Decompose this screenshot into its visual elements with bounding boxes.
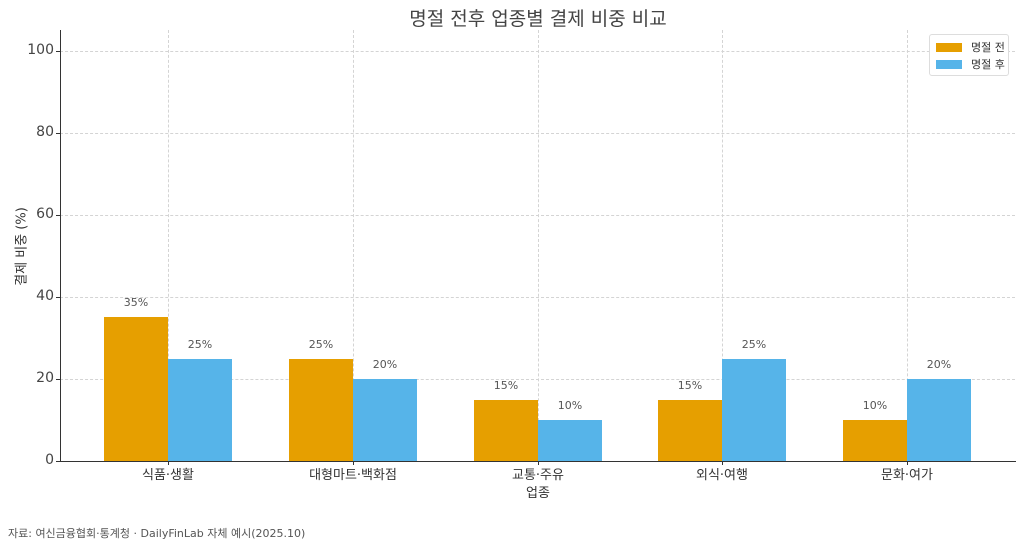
y-axis-line [60, 30, 61, 462]
bar-value-label: 20% [926, 358, 952, 371]
bar-after [538, 420, 602, 461]
chart-title: 명절 전후 업종별 결제 비중 비교 [409, 8, 667, 30]
bar-before [474, 400, 538, 461]
bar-before [289, 359, 353, 461]
v-gridline [353, 30, 354, 461]
bar-value-label: 15% [677, 379, 703, 392]
bar-value-label: 10% [557, 399, 583, 412]
bar-value-label: 25% [308, 338, 334, 351]
legend: 명절 전 명절 후 [929, 34, 1009, 76]
y-tick-mark [56, 133, 60, 134]
legend-item-before: 명절 전 [936, 40, 1005, 54]
legend-item-after: 명절 후 [936, 57, 1005, 71]
bar-value-label: 25% [187, 338, 213, 351]
x-axis-label: 업종 [526, 486, 550, 501]
y-tick-label: 60 [36, 206, 54, 222]
x-tick-mark [353, 461, 354, 465]
bar-value-label: 10% [862, 399, 888, 412]
x-tick-mark [538, 461, 539, 465]
v-gridline [907, 30, 908, 461]
bar-after [722, 359, 786, 461]
y-tick-mark [56, 215, 60, 216]
y-tick-label: 80 [36, 124, 54, 140]
x-tick-label: 식품·생활 [142, 468, 194, 483]
x-tick-label: 대형마트·백화점 [309, 468, 397, 483]
bar-value-label: 25% [741, 338, 767, 351]
bar-value-label: 35% [123, 296, 149, 309]
h-gridline [60, 51, 1015, 52]
legend-label-after: 명절 후 [971, 58, 1005, 71]
y-tick-label: 40 [36, 288, 54, 304]
h-gridline [60, 133, 1015, 134]
v-gridline [722, 30, 723, 461]
y-tick-mark [56, 379, 60, 380]
legend-swatch-after [936, 59, 962, 69]
y-tick-mark [56, 51, 60, 52]
x-tick-label: 문화·여가 [881, 468, 933, 483]
bar-value-label: 20% [372, 358, 398, 371]
h-gridline [60, 379, 1015, 380]
x-tick-mark [168, 461, 169, 465]
y-tick-label: 100 [27, 42, 54, 58]
x-tick-label: 교통·주유 [512, 468, 564, 483]
bar-after [353, 379, 417, 461]
y-axis-label: 결제 비중 (%) [14, 207, 30, 286]
h-gridline [60, 215, 1015, 216]
x-tick-mark [722, 461, 723, 465]
v-gridline [538, 30, 539, 461]
y-tick-mark [56, 297, 60, 298]
x-tick-label: 외식·여행 [696, 468, 748, 483]
v-gridline [168, 30, 169, 461]
source-note: 자료: 여신금융협회·통계청 · DailyFinLab 자체 예시(2025.… [8, 527, 306, 540]
x-tick-mark [907, 461, 908, 465]
bar-before [104, 317, 168, 461]
bar-before [658, 400, 722, 461]
legend-label-before: 명절 전 [971, 41, 1005, 54]
bar-before [843, 420, 907, 461]
bar-value-label: 15% [493, 379, 519, 392]
y-tick-label: 0 [45, 452, 54, 468]
y-tick-label: 20 [36, 370, 54, 386]
legend-swatch-before [936, 42, 962, 52]
bar-after [907, 379, 971, 461]
y-tick-mark [56, 461, 60, 462]
h-gridline [60, 297, 1015, 298]
bar-after [168, 359, 232, 461]
